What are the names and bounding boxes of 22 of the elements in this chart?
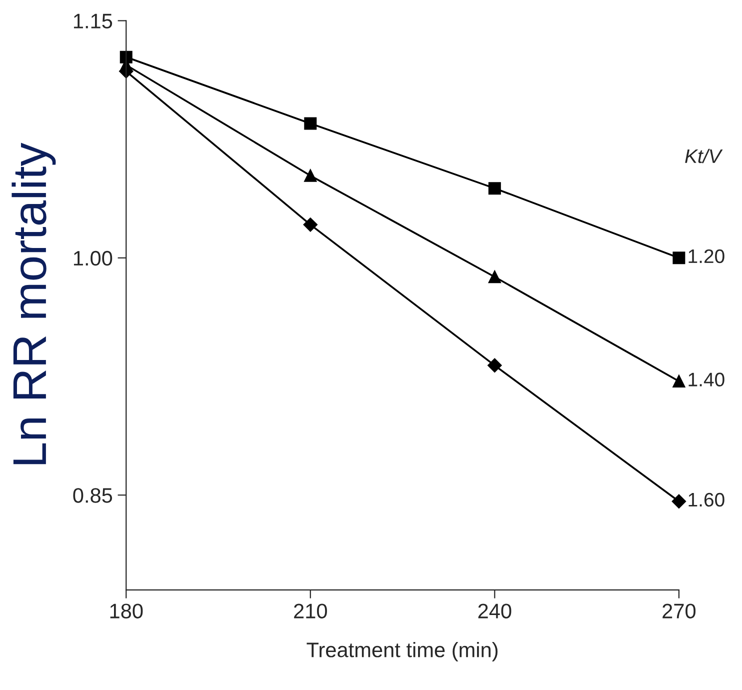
series-label: 1.20	[688, 249, 724, 264]
point	[304, 169, 317, 182]
x-tick-label: 270	[662, 604, 696, 618]
point	[488, 358, 502, 372]
point	[303, 218, 318, 232]
x-tick-label: 240	[478, 604, 512, 618]
point	[488, 270, 501, 284]
y-tick-label: 0.85	[73, 488, 112, 503]
point	[672, 374, 686, 388]
y-tick-label: 1.00	[74, 250, 112, 266]
point	[488, 182, 501, 195]
x-tick-label: 210	[294, 604, 327, 618]
x-tick-label: 180	[110, 604, 143, 618]
y-axis-title: Ln RR mortality	[12, 142, 56, 464]
point	[304, 117, 317, 130]
series-label: 1.40	[688, 372, 724, 386]
x-axis-title: Treatment time (min)	[306, 642, 498, 662]
point	[672, 494, 686, 508]
point	[672, 252, 686, 264]
series-label: 1.60	[688, 492, 724, 507]
legend-title: Kt/V	[685, 148, 723, 164]
y-tick-label: 1.15	[74, 14, 112, 28]
